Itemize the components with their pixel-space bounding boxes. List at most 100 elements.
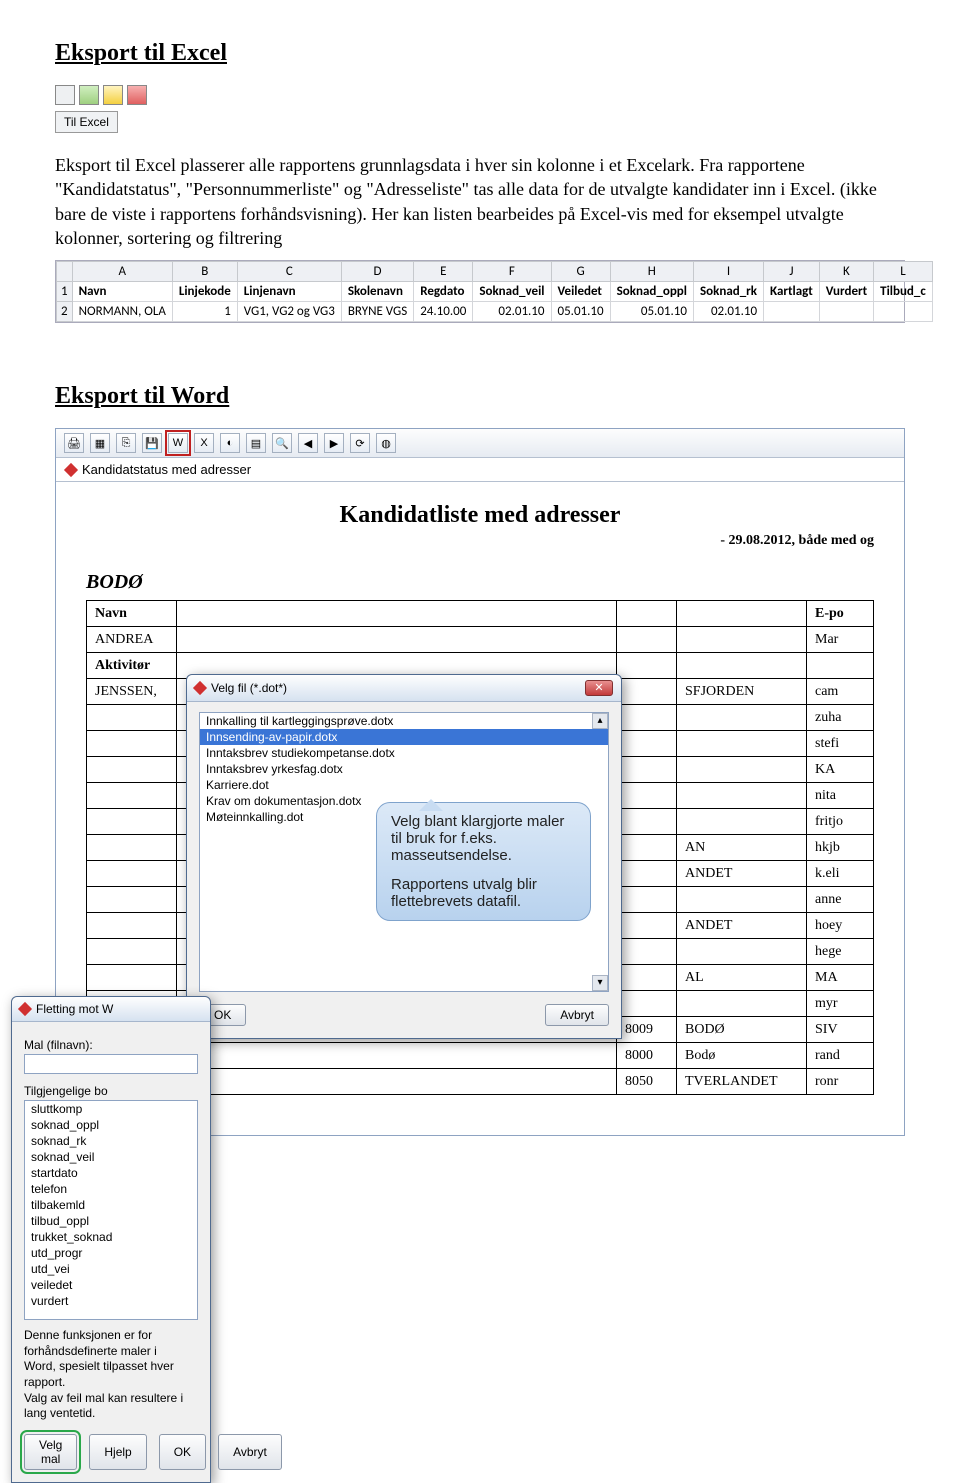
close-icon[interactable]: ✕: [585, 680, 613, 696]
list-item[interactable]: utd_vei: [25, 1261, 197, 1277]
list-item[interactable]: startdato: [25, 1165, 197, 1181]
list-item[interactable]: Innkalling til kartleggingsprøve.dotx: [200, 713, 608, 729]
tb-open-icon[interactable]: ◐: [220, 433, 240, 453]
report-body: Kandidatliste med adresser - 29.08.2012,…: [56, 482, 904, 1135]
th-epo: E-po: [807, 601, 874, 627]
bo-label: Tilgjengelige bo: [24, 1084, 198, 1098]
col-letter[interactable]: E: [414, 262, 473, 282]
list-item[interactable]: soknad_rk: [25, 1133, 197, 1149]
report-tab[interactable]: Kandidatstatus med adresser: [56, 458, 904, 482]
col-letter[interactable]: B: [172, 262, 237, 282]
velgfil-cancel-button[interactable]: Avbryt: [545, 1004, 609, 1026]
data-cell[interactable]: 05.01.10: [551, 302, 610, 322]
tb-excel-icon[interactable]: X: [194, 433, 214, 453]
fletting-titlebar[interactable]: Fletting mot W: [12, 997, 210, 1022]
data-cell[interactable]: 24.10.00: [414, 302, 473, 322]
th-blank: [177, 601, 617, 627]
list-item[interactable]: utd_progr: [25, 1245, 197, 1261]
fletting-ok-button[interactable]: OK: [159, 1434, 206, 1470]
col-letter[interactable]: J: [764, 262, 820, 282]
header-cell[interactable]: Tilbud_c: [874, 282, 933, 302]
hjelp-button[interactable]: Hjelp: [89, 1434, 146, 1470]
list-item[interactable]: tilbakemld: [25, 1197, 197, 1213]
header-cell[interactable]: Linjenavn: [237, 282, 341, 302]
excel-preview: A B C D E F G H I J K L 1 Navn Linjekode…: [55, 260, 905, 323]
data-cell[interactable]: [764, 302, 820, 322]
list-item[interactable]: Innsending-av-papir.dotx: [200, 729, 608, 745]
data-cell[interactable]: [874, 302, 933, 322]
fletting-listbox[interactable]: sluttkompsoknad_opplsoknad_rksoknad_veil…: [24, 1100, 198, 1320]
col-letter[interactable]: D: [341, 262, 413, 282]
tb-fit-icon[interactable]: ⎘: [116, 433, 136, 453]
header-cell[interactable]: Linjekode: [172, 282, 237, 302]
th-city: [677, 601, 807, 627]
data-cell[interactable]: BRYNE VGS: [341, 302, 413, 322]
fletting-avbryt-button[interactable]: Avbryt: [218, 1434, 282, 1470]
header-cell[interactable]: Navn: [72, 282, 172, 302]
report-viewer: 🖨 ▦ ⎘ 💾 W X ◐ ▤ 🔍 ◀ ▶ ⟳ ◍ Kandidatstatus…: [55, 428, 905, 1136]
mal-label: Mal (filnavn):: [24, 1038, 198, 1052]
list-item[interactable]: vurdert: [25, 1293, 197, 1309]
col-letter[interactable]: C: [237, 262, 341, 282]
header-cell[interactable]: Soknad_rk: [693, 282, 763, 302]
col-letter[interactable]: F: [473, 262, 551, 282]
header-cell[interactable]: Kartlagt: [764, 282, 820, 302]
tb-pdf-icon[interactable]: ▤: [246, 433, 266, 453]
tb-prev-icon[interactable]: ◀: [298, 433, 318, 453]
callout-p2: Rapportens utvalg blir flettebrevets dat…: [391, 876, 576, 910]
db-icon: [55, 85, 75, 105]
header-cell[interactable]: Vurdert: [819, 282, 873, 302]
fletting-note1: Denne funksjonen er for forhåndsdefinert…: [24, 1328, 198, 1359]
data-cell[interactable]: 02.01.10: [693, 302, 763, 322]
tb-save-icon[interactable]: 💾: [142, 433, 162, 453]
col-letter[interactable]: I: [693, 262, 763, 282]
header-cell[interactable]: Veiledet: [551, 282, 610, 302]
list-item[interactable]: soknad_oppl: [25, 1117, 197, 1133]
data-cell[interactable]: NORMANN, OLA: [72, 302, 172, 322]
data-cell[interactable]: 1: [172, 302, 237, 322]
tb-word-icon[interactable]: W: [168, 433, 188, 453]
scroll-up-icon[interactable]: ▴: [592, 713, 608, 729]
list-item[interactable]: veiledet: [25, 1277, 197, 1293]
velgfil-title: Velg fil (*.dot*): [211, 681, 287, 695]
data-cell[interactable]: 02.01.10: [473, 302, 551, 322]
tb-page-icon[interactable]: ▦: [90, 433, 110, 453]
data-cell[interactable]: 05.01.10: [610, 302, 693, 322]
col-letter[interactable]: H: [610, 262, 693, 282]
tb-next-icon[interactable]: ▶: [324, 433, 344, 453]
list-item[interactable]: telefon: [25, 1181, 197, 1197]
mal-input[interactable]: [24, 1054, 198, 1074]
tb-zoom-icon[interactable]: 🔍: [272, 433, 292, 453]
report-tab-label: Kandidatstatus med adresser: [82, 462, 251, 477]
tb-refresh-icon[interactable]: ⟳: [350, 433, 370, 453]
col-letter[interactable]: A: [72, 262, 172, 282]
header-cell[interactable]: Soknad_veil: [473, 282, 551, 302]
fletting-note2: Word, spesielt tilpasset hver rapport.: [24, 1359, 198, 1390]
list-item[interactable]: tilbud_oppl: [25, 1213, 197, 1229]
col-letter[interactable]: G: [551, 262, 610, 282]
data-cell[interactable]: [819, 302, 873, 322]
list-item[interactable]: soknad_veil: [25, 1149, 197, 1165]
list-item[interactable]: sluttkomp: [25, 1101, 197, 1117]
col-letter[interactable]: L: [874, 262, 933, 282]
callout-p1: Velg blant klargjorte maler til bruk for…: [391, 813, 576, 864]
scroll-down-icon[interactable]: ▾: [592, 975, 608, 991]
fletting-title: Fletting mot W: [36, 1002, 113, 1016]
list-item[interactable]: Karriere.dot: [200, 777, 608, 793]
tb-print-icon[interactable]: 🖨: [64, 433, 84, 453]
row-num[interactable]: 2: [57, 302, 73, 322]
data-cell[interactable]: VG1, VG2 og VG3: [237, 302, 341, 322]
velgfil-titlebar[interactable]: Velg fil (*.dot*) ✕: [187, 675, 621, 702]
velgmal-button[interactable]: Velg mal: [24, 1434, 77, 1470]
list-item[interactable]: trukket_soknad: [25, 1229, 197, 1245]
col-letter[interactable]: K: [819, 262, 873, 282]
row-num[interactable]: 1: [57, 282, 73, 302]
excel-icon: [79, 85, 99, 105]
list-item[interactable]: Inntaksbrev yrkesfag.dotx: [200, 761, 608, 777]
tb-globe-icon[interactable]: ◍: [376, 433, 396, 453]
header-cell[interactable]: Soknad_oppl: [610, 282, 693, 302]
excel-data-row: 2 NORMANN, OLA 1 VG1, VG2 og VG3 BRYNE V…: [57, 302, 933, 322]
header-cell[interactable]: Regdato: [414, 282, 473, 302]
header-cell[interactable]: Skolenavn: [341, 282, 413, 302]
list-item[interactable]: Inntaksbrev studiekompetanse.dotx: [200, 745, 608, 761]
